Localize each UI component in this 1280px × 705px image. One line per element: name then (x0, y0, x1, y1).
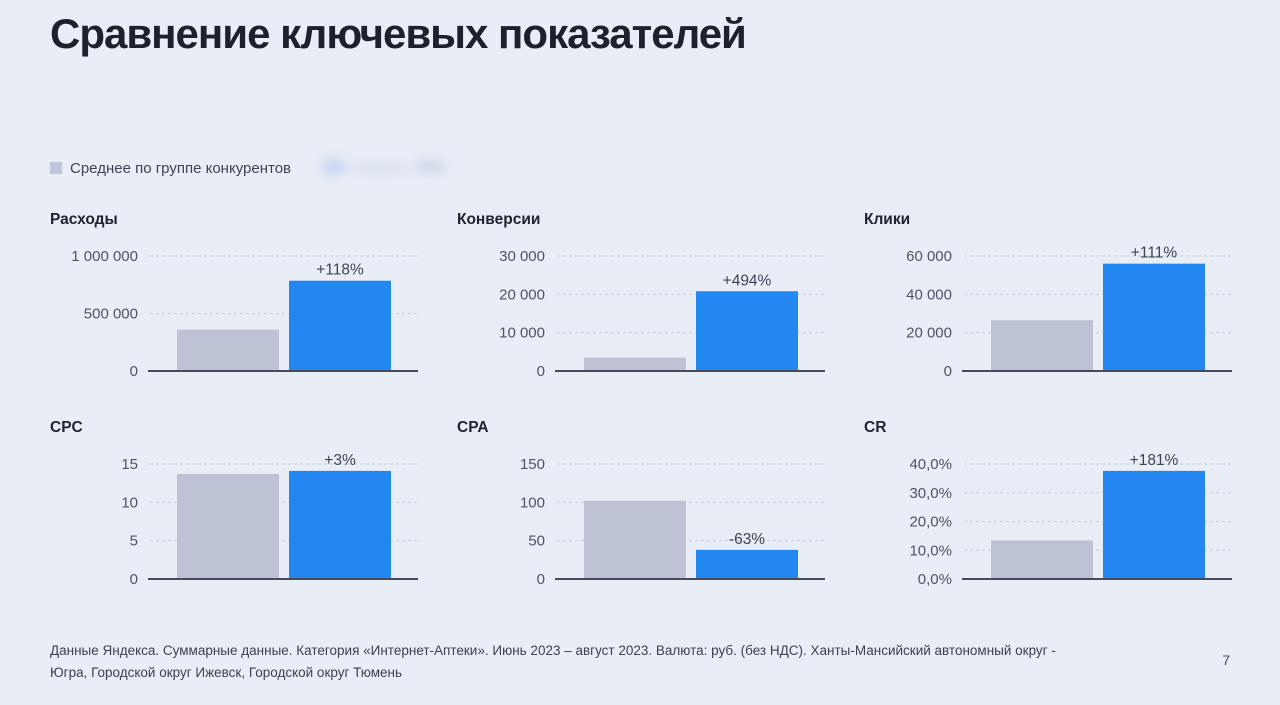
svg-text:40,0%: 40,0% (909, 456, 952, 473)
svg-text:30 000: 30 000 (499, 248, 545, 265)
redacted-blur-shape (321, 159, 348, 175)
svg-text:+111%: +111% (1131, 245, 1178, 262)
chart-cpa: CPA 0 50 100 150 -63% (457, 418, 832, 598)
chart-expenses: Расходы 0 500 000 1 000 000 +118% (50, 210, 425, 390)
svg-text:5: 5 (130, 533, 138, 550)
svg-text:60 000: 60 000 (906, 248, 952, 265)
svg-text:20,0%: 20,0% (909, 514, 952, 531)
svg-text:10 000: 10 000 (499, 325, 545, 342)
footer-note: Данные Яндекса. Суммарные данные. Катего… (50, 640, 1056, 684)
footer-line-2: Югра, Городской округ Ижевск, Городской … (50, 665, 403, 680)
chart-cr: CR 0,0% 10,0% 20,0% 30,0% 40,0% +181% (864, 418, 1239, 598)
redacted-blur-shape (413, 160, 448, 173)
chart-clicks: Клики 0 20 000 40 000 60 000 +111% (864, 210, 1239, 390)
chart-title-expenses: Расходы (50, 211, 118, 228)
footer-line-1: Данные Яндекса. Суммарные данные. Катего… (50, 643, 1056, 658)
svg-text:0: 0 (944, 363, 952, 380)
chart-plot-clicks: 0 20 000 40 000 60 000 +111% (906, 245, 1232, 380)
svg-text:0: 0 (537, 363, 545, 380)
chart-plot-cpa: 0 50 100 150 -63% (520, 456, 825, 588)
legend-competitor-swatch (50, 162, 62, 174)
legend-advertiser-redacted (319, 155, 449, 181)
chart-cpc: CPC 0 5 10 15 +3% (50, 418, 425, 598)
svg-text:30,0%: 30,0% (909, 485, 952, 502)
legend: Среднее по группе конкурентов (50, 157, 449, 179)
redacted-blur-shape (351, 164, 410, 173)
svg-text:20 000: 20 000 (906, 325, 952, 342)
chart-plot-cpc: 0 5 10 15 +3% (121, 452, 418, 588)
svg-text:0: 0 (130, 363, 138, 380)
svg-text:1 000 000: 1 000 000 (71, 248, 138, 265)
chart-plot-conversions: 0 10 000 20 000 30 000 +494% (499, 248, 825, 380)
svg-text:20 000: 20 000 (499, 286, 545, 303)
svg-text:40 000: 40 000 (906, 286, 952, 303)
svg-text:10: 10 (121, 494, 138, 511)
svg-text:10,0%: 10,0% (909, 542, 952, 559)
svg-text:0: 0 (130, 571, 138, 588)
svg-text:500 000: 500 000 (84, 306, 138, 323)
chart-title-clicks: Клики (864, 211, 911, 228)
page-number: 7 (1222, 652, 1230, 668)
svg-text:150: 150 (520, 456, 545, 473)
chart-title-cpc: CPC (50, 419, 83, 436)
svg-text:0: 0 (537, 571, 545, 588)
svg-text:+3%: +3% (324, 452, 356, 469)
chart-title-cr: CR (864, 419, 887, 436)
chart-title-cpa: CPA (457, 419, 489, 436)
chart-plot-expenses: 0 500 000 1 000 000 +118% (71, 248, 418, 380)
svg-text:+181%: +181% (1130, 452, 1179, 469)
svg-text:50: 50 (528, 533, 545, 550)
svg-text:+118%: +118% (316, 262, 364, 279)
svg-text:15: 15 (121, 456, 138, 473)
svg-text:0,0%: 0,0% (918, 571, 952, 588)
legend-competitor-label: Среднее по группе конкурентов (70, 159, 292, 177)
svg-text:+494%: +494% (723, 272, 772, 289)
svg-text:-63%: -63% (729, 531, 765, 548)
chart-conversions: Конверсии 0 10 000 20 000 30 000 +494% (457, 210, 832, 390)
chart-title-conversions: Конверсии (457, 211, 541, 228)
page-title: Сравнение ключевых показателей (50, 10, 747, 57)
charts-grid: Расходы 0 500 000 1 000 000 +118% Конверсии… (50, 210, 1239, 598)
chart-plot-cr: 0,0% 10,0% 20,0% 30,0% 40,0% +181% (909, 452, 1232, 588)
svg-text:100: 100 (520, 494, 545, 511)
